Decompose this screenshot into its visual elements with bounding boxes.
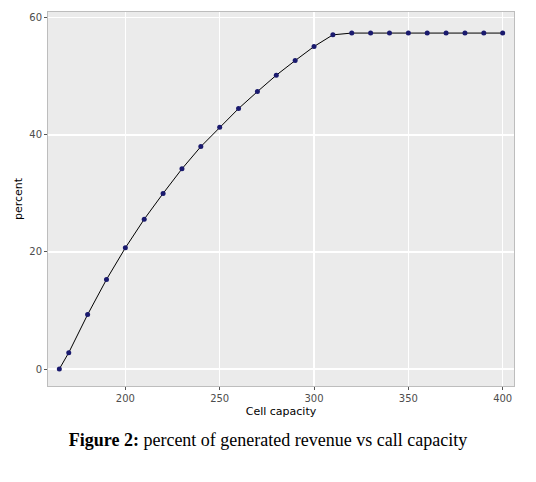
svg-text:60: 60	[29, 12, 42, 23]
svg-text:percent: percent	[12, 177, 25, 220]
svg-text:200: 200	[116, 393, 135, 404]
html-text:Figure 2: percent of generated: Figure 2: percent of generated revenue v…	[68, 430, 468, 450]
svg-text:20: 20	[29, 246, 42, 257]
svg-text:0: 0	[36, 364, 42, 375]
svg-text:Cell capacity: Cell capacity	[246, 405, 317, 418]
svg-text:40: 40	[29, 129, 42, 140]
svg-text:250: 250	[210, 393, 229, 404]
svg-text:400: 400	[493, 393, 512, 404]
svg-text:300: 300	[304, 393, 323, 404]
svg-text:350: 350	[399, 393, 418, 404]
